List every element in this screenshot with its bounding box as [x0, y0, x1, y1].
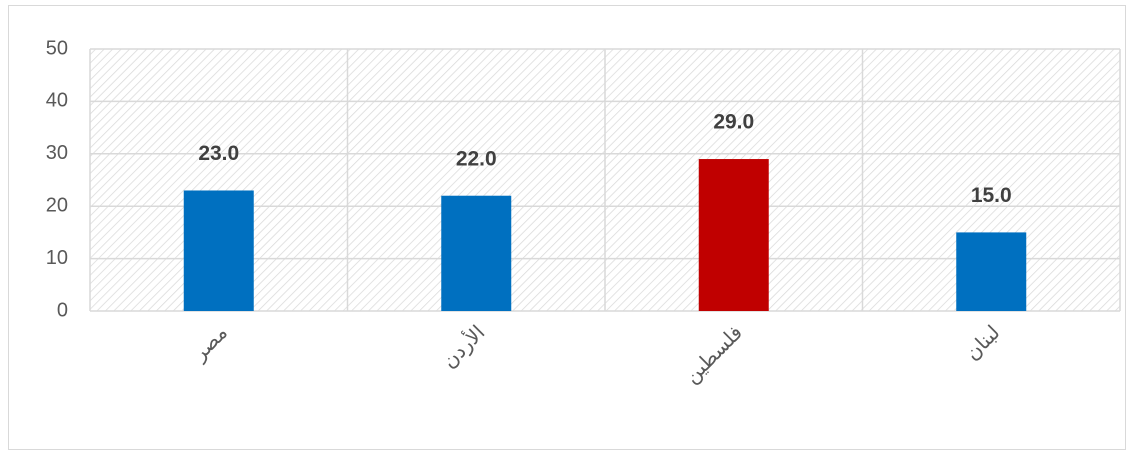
bar	[698, 159, 769, 311]
y-tick-label: 50	[46, 37, 68, 59]
value-label: 15.0	[971, 184, 1012, 207]
y-tick-label: 20	[46, 194, 68, 216]
value-label: 22.0	[456, 147, 497, 170]
value-label: 29.0	[713, 111, 754, 134]
y-tick-label: 40	[46, 90, 68, 112]
y-tick-label: 30	[46, 142, 68, 164]
value-label: 23.0	[198, 142, 239, 165]
y-tick-label: 10	[46, 247, 68, 269]
bar	[183, 190, 254, 311]
bar	[956, 232, 1027, 311]
y-tick-label: 0	[57, 299, 68, 321]
bar	[441, 195, 512, 311]
